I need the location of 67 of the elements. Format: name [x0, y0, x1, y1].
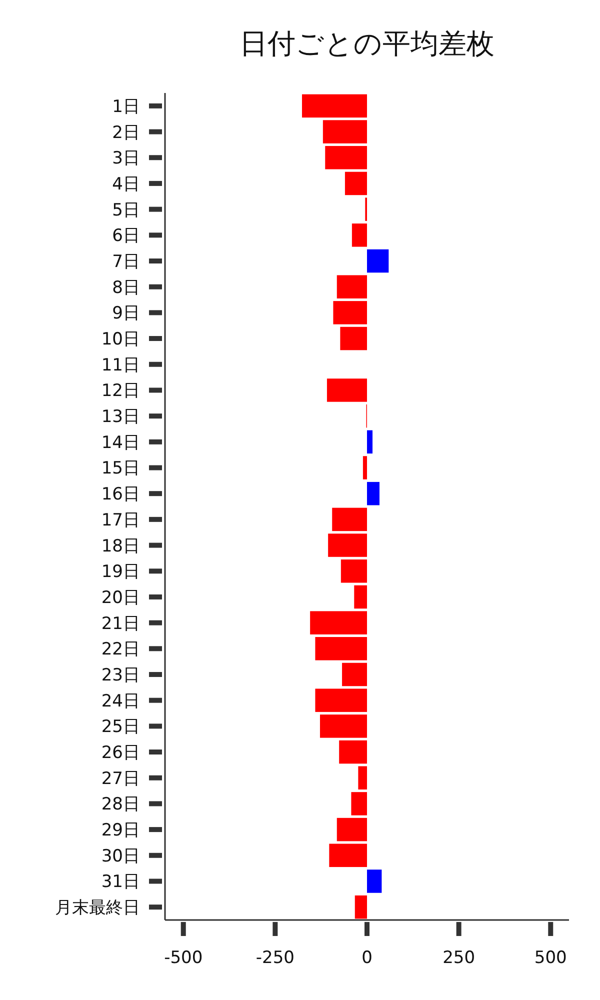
bar: [358, 766, 367, 790]
y-tick-label: 12日: [101, 381, 140, 402]
bar: [352, 224, 367, 247]
y-tick-label: 21日: [101, 614, 140, 634]
y-tick-label: 31日: [101, 872, 140, 892]
y-tick-label: 26日: [101, 743, 140, 764]
bar: [340, 326, 367, 350]
y-tick-label: 10日: [101, 330, 140, 350]
y-tick-label: 月末最終日: [55, 898, 140, 918]
x-tick-label: -500: [164, 948, 203, 968]
x-tick-label: -250: [256, 948, 294, 968]
y-tick-label: 28日: [101, 794, 140, 815]
bar: [302, 94, 367, 118]
y-tick-label: 6日: [112, 226, 140, 246]
bar: [340, 559, 367, 583]
bar: [328, 534, 367, 557]
y-tick-label: 30日: [101, 846, 140, 866]
y-tick-label: 2日: [112, 122, 140, 143]
bar: [310, 611, 367, 634]
y-tick-label: 25日: [101, 717, 140, 738]
y-tick-label: 14日: [101, 432, 140, 453]
y-tick-label: 27日: [101, 768, 140, 789]
y-tick-label: 16日: [101, 484, 140, 505]
bar: [332, 508, 367, 532]
bar: [333, 301, 367, 324]
chart-title: 日付ごとの平均差枚: [240, 27, 494, 60]
bar: [367, 430, 373, 454]
bar: [315, 637, 367, 660]
y-tick-label: 24日: [101, 691, 140, 712]
bar: [315, 688, 367, 712]
bar: [362, 456, 367, 480]
y-tick-label: 19日: [101, 562, 140, 582]
y-tick-label: 8日: [112, 278, 140, 298]
bar: [336, 275, 367, 298]
y-tick-label: 15日: [101, 458, 140, 479]
y-tick-label: 7日: [112, 252, 140, 272]
bar: [325, 146, 367, 170]
bar: [344, 172, 367, 196]
x-tick-label: 250: [442, 948, 476, 968]
bar: [351, 792, 367, 816]
bar: [329, 844, 367, 868]
x-tick-label: 500: [534, 948, 567, 968]
y-tick-label: 1日: [112, 96, 140, 117]
x-tick-label: 0: [362, 948, 372, 968]
bar: [367, 482, 380, 506]
bar: [336, 818, 367, 842]
bar: [322, 120, 367, 144]
bar: [367, 870, 382, 893]
bar: [354, 585, 367, 609]
y-tick-label: 9日: [112, 304, 140, 324]
y-tick-label: 23日: [101, 665, 140, 686]
y-tick-label: 29日: [101, 820, 140, 841]
bar: [367, 249, 389, 273]
bar: [342, 662, 367, 686]
y-tick-label: 13日: [101, 407, 140, 428]
bar: [326, 378, 367, 402]
bar: [354, 895, 367, 919]
y-tick-label: 3日: [112, 148, 140, 169]
bar: [339, 740, 367, 764]
y-tick-label: 11日: [101, 355, 140, 376]
y-tick-label: 17日: [101, 510, 140, 530]
y-tick-label: 5日: [112, 200, 140, 220]
bar: [320, 714, 367, 738]
y-tick-label: 22日: [101, 640, 140, 660]
y-tick-label: 20日: [101, 588, 140, 608]
y-tick-label: 18日: [101, 536, 140, 556]
y-tick-label: 4日: [112, 174, 140, 194]
